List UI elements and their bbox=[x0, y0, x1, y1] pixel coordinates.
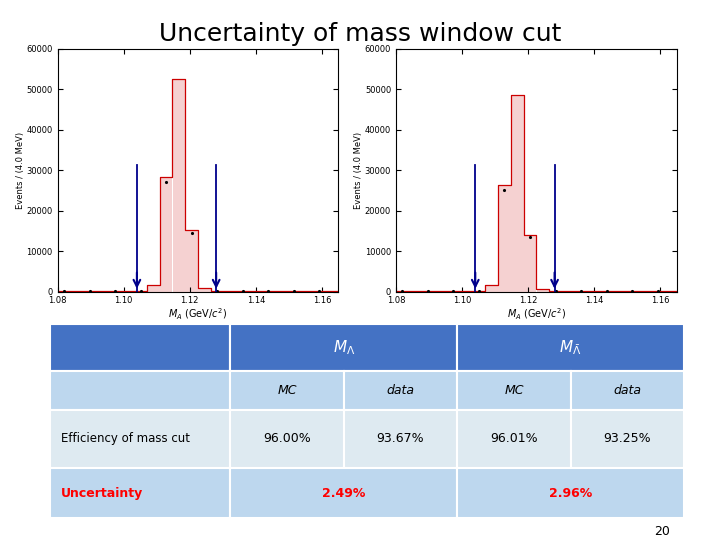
Bar bbox=[122, 291, 134, 292]
Bar bbox=[600, 291, 613, 292]
Y-axis label: Events / (4.0 MeV): Events / (4.0 MeV) bbox=[16, 132, 25, 208]
Text: $M_\Lambda$: $M_\Lambda$ bbox=[333, 338, 355, 357]
Bar bbox=[562, 291, 575, 292]
Bar bbox=[485, 285, 498, 292]
Bar bbox=[147, 285, 160, 292]
Bar bbox=[498, 185, 510, 292]
Bar bbox=[198, 288, 211, 292]
Bar bbox=[58, 291, 71, 292]
Bar bbox=[639, 291, 651, 292]
Bar bbox=[460, 291, 472, 292]
Bar bbox=[664, 291, 677, 292]
Bar bbox=[626, 291, 639, 292]
Text: Efficiency of mass cut: Efficiency of mass cut bbox=[61, 432, 190, 445]
Bar bbox=[173, 79, 185, 292]
Bar bbox=[275, 291, 287, 292]
Bar bbox=[473, 291, 485, 292]
Bar bbox=[236, 291, 249, 292]
Bar bbox=[211, 291, 223, 292]
Bar bbox=[396, 291, 409, 292]
Text: 96.00%: 96.00% bbox=[264, 432, 311, 445]
Bar bbox=[135, 291, 147, 292]
Bar bbox=[447, 291, 459, 292]
Bar bbox=[84, 291, 96, 292]
Bar bbox=[575, 291, 588, 292]
Bar bbox=[313, 291, 325, 292]
X-axis label: $M_A$ (GeV/$c^2$): $M_A$ (GeV/$c^2$) bbox=[507, 307, 566, 322]
Bar bbox=[224, 291, 236, 292]
Bar bbox=[613, 291, 626, 292]
Text: 93.25%: 93.25% bbox=[603, 432, 651, 445]
Bar bbox=[262, 291, 274, 292]
Text: 2.96%: 2.96% bbox=[549, 487, 593, 500]
Bar bbox=[71, 291, 83, 292]
Bar bbox=[300, 291, 312, 292]
Text: 20: 20 bbox=[654, 524, 670, 538]
Text: Uncertainty of mass window cut: Uncertainty of mass window cut bbox=[159, 22, 561, 45]
Bar bbox=[523, 234, 536, 292]
Text: 2.49%: 2.49% bbox=[322, 487, 366, 500]
Bar bbox=[325, 291, 338, 292]
X-axis label: $M_A$ (GeV/$c^2$): $M_A$ (GeV/$c^2$) bbox=[168, 307, 228, 322]
Bar bbox=[422, 291, 434, 292]
Bar bbox=[549, 291, 562, 292]
Text: MC: MC bbox=[504, 383, 523, 396]
Text: 93.67%: 93.67% bbox=[377, 432, 424, 445]
Bar bbox=[409, 291, 421, 292]
Bar bbox=[588, 291, 600, 292]
Bar bbox=[287, 291, 300, 292]
Text: data: data bbox=[387, 383, 415, 396]
Y-axis label: Events / (4.0 MeV): Events / (4.0 MeV) bbox=[354, 132, 364, 208]
Text: data: data bbox=[613, 383, 642, 396]
Bar bbox=[536, 288, 549, 292]
Text: $M_{\bar{\Lambda}}$: $M_{\bar{\Lambda}}$ bbox=[559, 338, 582, 357]
Bar bbox=[96, 291, 109, 292]
Text: MC: MC bbox=[277, 383, 297, 396]
Bar bbox=[652, 291, 664, 292]
Bar bbox=[249, 291, 261, 292]
Bar bbox=[434, 291, 447, 292]
Bar bbox=[185, 230, 198, 292]
Bar bbox=[160, 177, 172, 292]
Bar bbox=[511, 94, 523, 292]
Text: 96.01%: 96.01% bbox=[490, 432, 538, 445]
Text: Uncertainty: Uncertainty bbox=[61, 487, 143, 500]
Bar bbox=[109, 291, 121, 292]
